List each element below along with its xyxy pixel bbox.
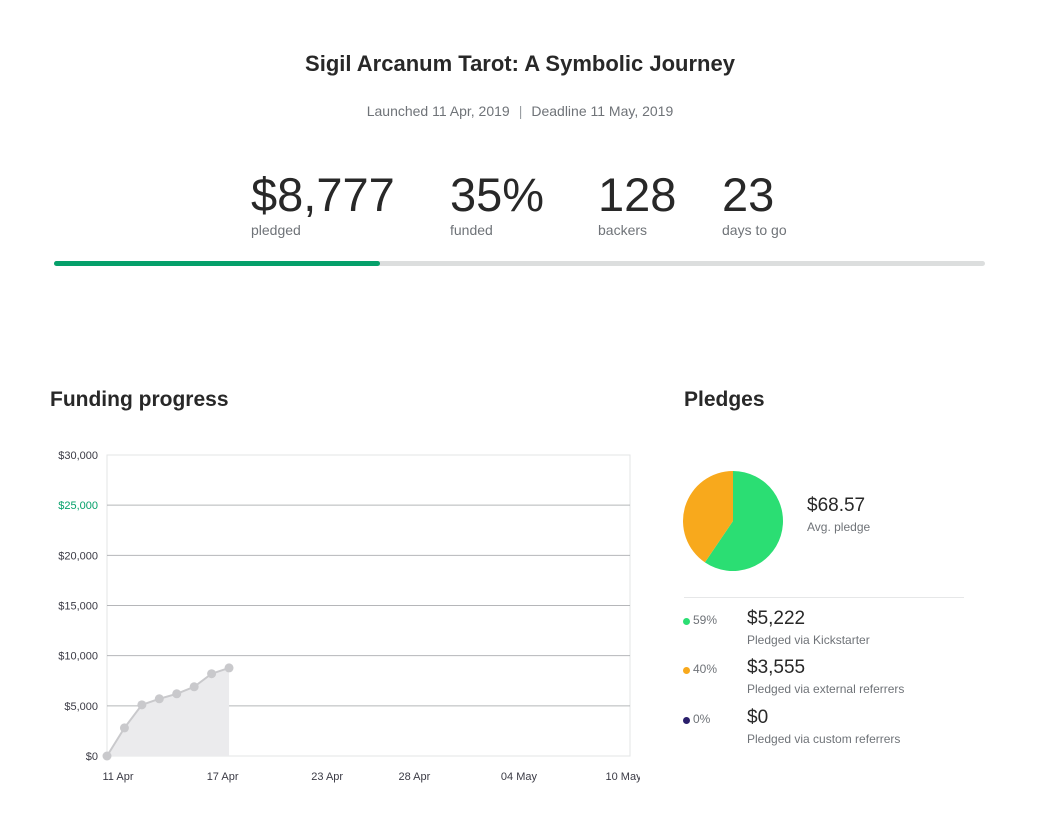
pledge-percent: 59% (693, 613, 718, 627)
funding-point (224, 663, 234, 673)
external-dot-icon (683, 667, 690, 674)
date-separator: | (518, 103, 523, 119)
funding-progress-bar (54, 261, 985, 266)
pledges-title: Pledges (684, 388, 765, 411)
y-tick-label: $25,000 (58, 500, 98, 512)
stat-pledged: $8,777 pledged (251, 168, 395, 238)
pledge-source-label: Pledged via Kickstarter (747, 633, 870, 647)
funding-progress-title: Funding progress (50, 388, 229, 411)
avg-pledge-label: Avg. pledge (807, 520, 871, 534)
stat-funded-label: funded (450, 222, 493, 238)
x-tick-label: 17 Apr (207, 771, 239, 783)
pledge-amount: $3,555 (747, 657, 806, 678)
custom-dot-icon (683, 717, 690, 724)
funding-progress-chart: $0 $5,000 $10,000 $15,000 $20,000 $25,000 $30,… (58, 450, 640, 783)
y-tick-label: $10,000 (58, 651, 98, 663)
pledge-amount: $0 (747, 707, 769, 728)
pledge-percent: 40% (693, 662, 718, 676)
pledge-amount: $5,222 (747, 608, 806, 629)
stat-days-label: days to go (722, 222, 787, 238)
deadline-date: Deadline 11 May, 2019 (531, 103, 674, 119)
project-dates: Launched 11 Apr, 2019 | Deadline 11 May, 2… (0, 103, 1040, 119)
y-tick-label: $15,000 (58, 601, 98, 613)
pledge-percent: 0% (693, 712, 711, 726)
pledges-divider (684, 597, 964, 598)
stat-pledged-label: pledged (251, 222, 301, 238)
x-tick-label: 28 Apr (398, 771, 430, 783)
funding-area (107, 667, 230, 756)
pie-slice (683, 471, 733, 563)
x-tick-label: 04 May (501, 771, 538, 783)
stat-backers-value: 128 (598, 168, 677, 221)
pledge-source-label: Pledged via external referrers (747, 682, 905, 696)
funding-point (207, 669, 217, 679)
stat-days-value: 23 (722, 168, 775, 221)
kickstarter-dot-icon (683, 618, 690, 625)
stat-days: 23 days to go (722, 168, 787, 238)
x-tick-label: 10 May (606, 771, 640, 783)
y-tick-label: $5,000 (64, 701, 98, 713)
stat-pledged-value: $8,777 (251, 168, 395, 221)
pledge-source-label: Pledged via custom referrers (747, 732, 901, 746)
project-title: Sigil Arcanum Tarot: A Symbolic Journey (305, 51, 735, 76)
funding-progress-fill (54, 261, 380, 266)
funding-point (172, 689, 182, 699)
x-tick-label: 23 Apr (311, 771, 343, 783)
y-tick-label: $0 (86, 751, 98, 763)
stat-backers-label: backers (598, 222, 648, 238)
launch-date: Launched 11 Apr, 2019 (366, 103, 510, 119)
funding-point (119, 723, 129, 733)
funding-point (137, 700, 147, 710)
pledges-pie-chart (683, 471, 783, 571)
y-tick-label: $30,000 (58, 450, 98, 462)
avg-pledge-value: $68.57 (807, 495, 866, 516)
stat-funded: 35% funded (450, 168, 544, 238)
pie-slice (704, 471, 783, 571)
funding-point (102, 751, 112, 761)
funding-point (154, 694, 164, 704)
stat-funded-value: 35% (450, 168, 545, 221)
x-tick-label: 11 Apr (103, 771, 134, 783)
funding-point (189, 682, 199, 692)
stat-backers: 128 backers (598, 168, 676, 238)
y-tick-label: $20,000 (58, 550, 98, 562)
